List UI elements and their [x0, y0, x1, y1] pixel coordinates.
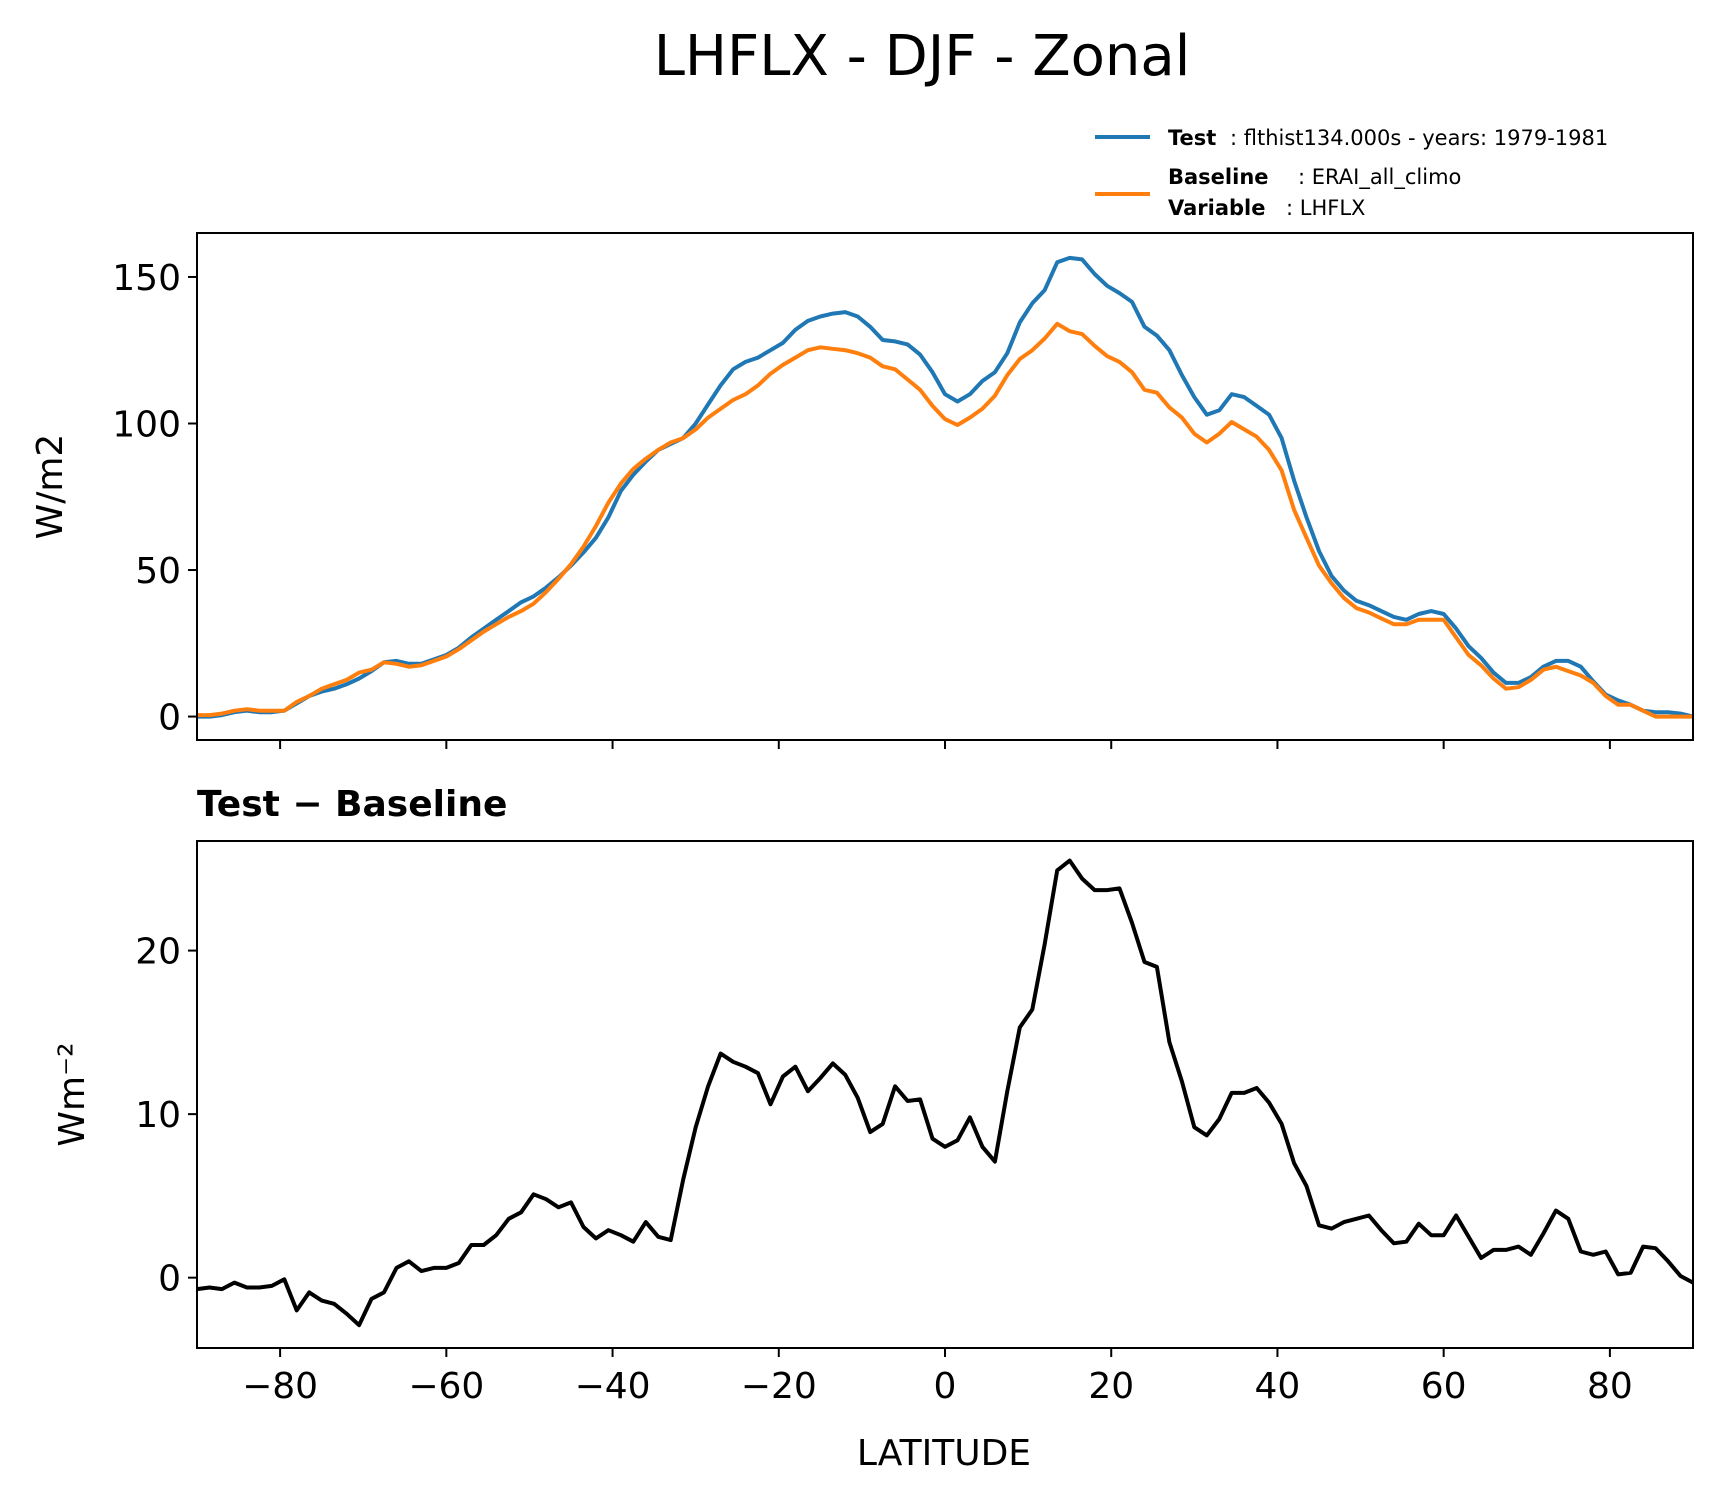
ytick-label: 50 [135, 551, 181, 592]
xtick-label: 80 [1587, 1366, 1633, 1407]
legend-label-baseline: Baseline [1168, 165, 1269, 189]
legend-label-test: Test [1168, 126, 1216, 150]
bottom-panel-ylabel: Wm⁻² [52, 1042, 93, 1146]
xtick-label: 0 [934, 1366, 957, 1407]
top-panel-lines [197, 255, 1694, 719]
xtick-label: −20 [741, 1366, 817, 1407]
xtick-label: −80 [242, 1366, 318, 1407]
bottom-panel: Test − Baseline 0 10 20 −80 −60 −40 −20 0 20 40 60… [52, 784, 1694, 1474]
legend-label-variable: Variable [1168, 196, 1265, 220]
series-line-test-baseline [196, 858, 1694, 1328]
bottom-panel-frame [196, 840, 1694, 1349]
legend-text-baseline: : ERAI_all_climo [1298, 165, 1461, 190]
series-line-baseline [197, 321, 1693, 719]
legend: Test : flthist134.000s - years: 1979-198… [1095, 126, 1608, 220]
bottom-panel-xlabel: LATITUDE [857, 1433, 1031, 1474]
xtick-label: 40 [1255, 1366, 1301, 1407]
legend-text-test: : flthist134.000s - years: 1979-1981 [1230, 126, 1608, 150]
top-panel-ylabel: W/m2 [30, 434, 71, 540]
top-panel-frame [196, 232, 1694, 741]
xtick-label: −40 [575, 1366, 651, 1407]
legend-text-variable: : LHFLX [1286, 196, 1365, 220]
ytick-label: 100 [112, 404, 181, 445]
top-panel-ticks: 0 50 100 150 [112, 258, 1611, 749]
xtick-label: 60 [1421, 1366, 1467, 1407]
ytick-label: 20 [135, 932, 181, 973]
ytick-label: 0 [158, 1259, 181, 1300]
bottom-panel-ticks: 0 10 20 −80 −60 −40 −20 0 20 40 60 80 [135, 932, 1633, 1407]
bottom-panel-lines [196, 858, 1694, 1328]
figure-title: LHFLX - DJF - Zonal [654, 24, 1191, 89]
xtick-label: 20 [1088, 1366, 1134, 1407]
ytick-label: 0 [158, 698, 181, 739]
ytick-label: 150 [112, 258, 181, 299]
xtick-label: −60 [408, 1366, 484, 1407]
top-panel: 0 50 100 150 W/m2 [30, 232, 1694, 749]
ytick-label: 10 [135, 1095, 181, 1136]
bottom-panel-title: Test − Baseline [197, 784, 507, 825]
